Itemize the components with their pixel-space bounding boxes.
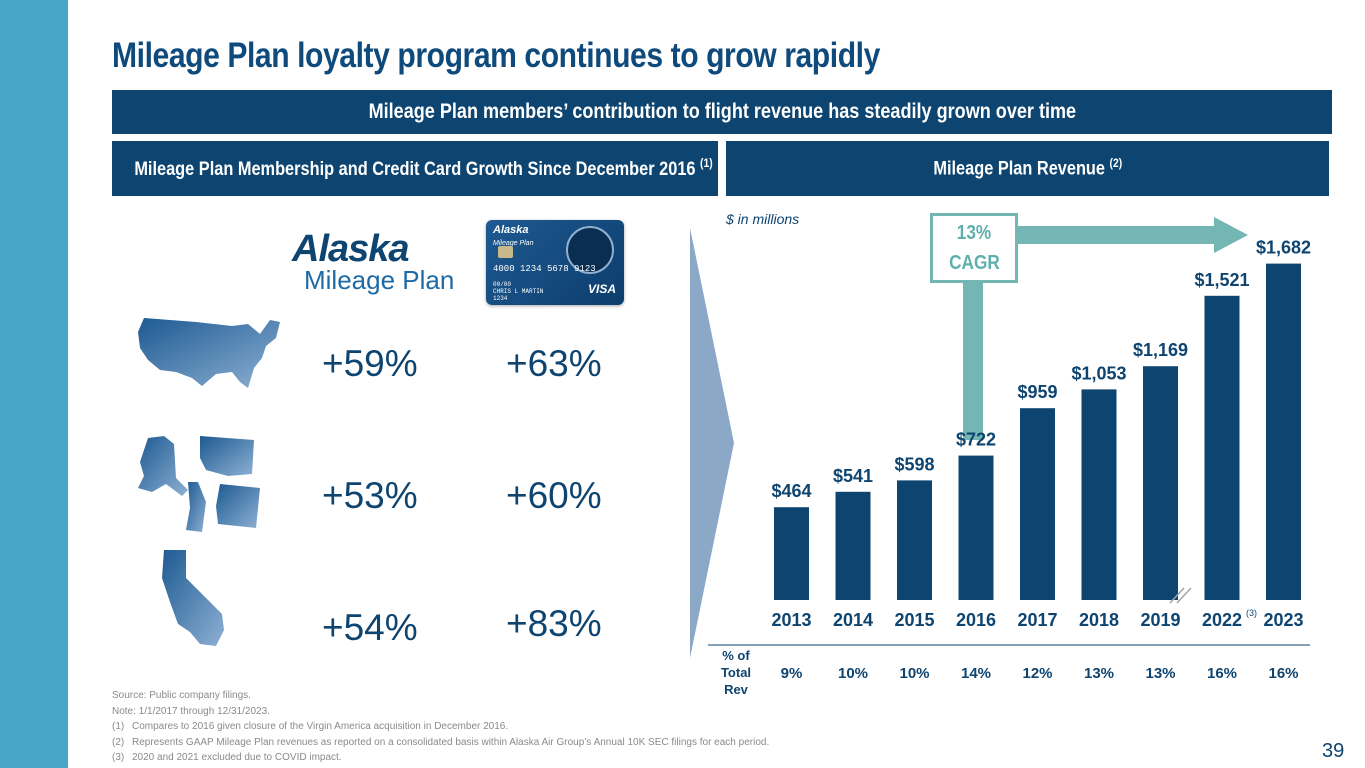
revenue-heading-text: Mileage Plan Revenue <box>933 158 1105 180</box>
footnote-item: (1) Compares to 2016 given closure of the… <box>112 721 509 732</box>
unit-label: $ in millions <box>726 211 800 227</box>
pct-total-rev-value: 16% <box>1268 665 1298 682</box>
cagr-label: CAGR <box>948 252 1000 274</box>
summary-banner: Mileage Plan members’ contribution to fl… <box>112 90 1332 134</box>
year-tick-label: 2014 <box>833 610 873 630</box>
pct-total-rev-value: 16% <box>1207 665 1237 682</box>
pct-row-label: % of <box>722 648 750 663</box>
bar-value-label: $722 <box>956 430 996 450</box>
revenue-bar <box>1081 389 1117 600</box>
year-tick-label: 2022 <box>1202 610 1242 630</box>
credit-card-image: Alaska Mileage Plan 4000 1234 5678 9123 0… <box>486 220 624 305</box>
bar-value-label: $1,169 <box>1133 340 1188 360</box>
pct-row-label: Rev <box>724 682 749 697</box>
footnote-item: (3) 2020 and 2021 excluded due to COVID i… <box>112 752 342 763</box>
credit-card-growth-northwest: +60% <box>506 475 602 516</box>
membership-growth-california: +54% <box>322 607 418 648</box>
bar-value-label: $1,682 <box>1256 238 1311 258</box>
card-brand-sub: Mileage Plan <box>493 240 534 247</box>
card-chip-icon <box>498 246 513 258</box>
pct-total-rev-value: 13% <box>1145 665 1175 682</box>
alaska-logo-wordmark: Alaska <box>292 228 410 270</box>
pct-total-rev-value: 10% <box>838 665 868 682</box>
pct-row-label: Total <box>721 665 751 680</box>
revenue-bar <box>897 480 932 600</box>
axis-break-icon <box>1169 587 1192 604</box>
bar-value-label: $598 <box>894 454 934 474</box>
revenue-heading-note: (2) <box>1109 156 1122 171</box>
summary-banner-text: Mileage Plan members’ contribution to fl… <box>368 100 1076 123</box>
footnote-source: Source: Public company filings. <box>112 690 251 701</box>
revenue-panel-heading: Mileage Plan Revenue (2) <box>726 141 1329 196</box>
chevron-arrow-icon <box>690 228 734 658</box>
cagr-callout: 13% CAGR <box>930 213 1018 283</box>
pct-total-rev-value: 10% <box>899 665 929 682</box>
footnotes: Source: Public company filings. Note: 1/… <box>112 688 769 766</box>
card-holder: 00/00 CHRIS L MARTIN 1234 <box>493 281 544 302</box>
cagr-value: 13% <box>956 222 992 244</box>
card-brand: Alaska Mileage Plan <box>493 224 534 247</box>
bar-value-label: $541 <box>833 466 873 486</box>
bar-value-label: $1,053 <box>1071 363 1126 383</box>
pacific-northwest-map-icon <box>138 436 260 532</box>
year-tick-label: 2013 <box>771 610 811 630</box>
footnote-item: (2) Represents GAAP Mileage Plan revenues… <box>112 736 770 748</box>
pct-total-rev-value: 12% <box>1022 665 1052 682</box>
page-title: Mileage Plan loyalty program continues t… <box>112 36 880 75</box>
revenue-bar <box>1204 295 1240 600</box>
pct-total-rev-value: 9% <box>781 665 803 682</box>
bar-value-label: $464 <box>771 481 811 501</box>
membership-panel-heading: Mileage Plan Membership and Credit Card … <box>112 141 718 196</box>
revenue-bar <box>1143 366 1178 600</box>
revenue-bar <box>1020 408 1055 600</box>
year-tick-label: 2015 <box>894 610 934 630</box>
california-map-icon <box>162 550 224 646</box>
membership-growth-us: +59% <box>322 343 418 384</box>
bar-value-label: $1,521 <box>1194 270 1249 290</box>
mileage-plan-logo-text: Mileage Plan <box>304 265 455 295</box>
membership-heading-note: (1) <box>700 156 713 171</box>
revenue-bar <box>1266 263 1301 600</box>
revenue-bar <box>835 491 871 600</box>
bar-value-label: $959 <box>1017 382 1057 402</box>
side-accent-bar <box>0 0 68 768</box>
year-tick-label: 2017 <box>1017 610 1057 630</box>
year-tick-label: 2019 <box>1140 610 1180 630</box>
year-tick-label: 2016 <box>956 610 996 630</box>
revenue-bar <box>958 455 994 600</box>
pct-total-rev-value: 13% <box>1084 665 1114 682</box>
card-portrait-icon <box>566 226 614 274</box>
usa-map-icon <box>138 318 280 388</box>
card-number: 4000 1234 5678 9123 <box>493 264 596 274</box>
pct-total-rev-value: 14% <box>961 665 991 682</box>
page-number: 39 <box>1322 740 1345 762</box>
credit-card-growth-us: +63% <box>506 343 602 384</box>
membership-growth-northwest: +53% <box>322 475 418 516</box>
revenue-bar <box>774 507 809 600</box>
year-footnote-marker: (3) <box>1246 608 1257 618</box>
footnote-note: Note: 1/1/2017 through 12/31/2023. <box>112 705 270 717</box>
membership-heading-text: Mileage Plan Membership and Credit Card … <box>134 158 696 180</box>
year-tick-label: 2018 <box>1079 610 1119 630</box>
year-tick-label: 2023 <box>1263 610 1303 630</box>
credit-card-growth-california: +83% <box>506 603 602 644</box>
visa-logo: VISA <box>587 282 616 296</box>
